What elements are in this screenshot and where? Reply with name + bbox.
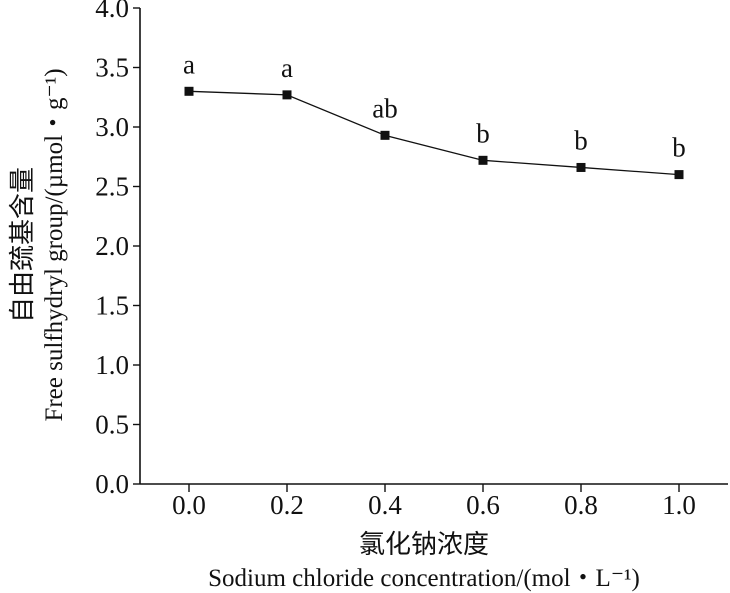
- y-tick-label: 1.0: [95, 350, 129, 380]
- y-tick-label: 4.0: [95, 0, 129, 23]
- x-axis-title-cn: 氯化钠浓度: [359, 530, 489, 560]
- chart-axes: 0.0 0.5 1.0 1.5 2.0 2.5 3.0 3.5 4.0 0.0 0.2 0.4 0.6 0…: [95, 0, 728, 520]
- x-tick-label: 0.6: [466, 490, 500, 520]
- x-tick-label: 0.0: [172, 490, 206, 520]
- y-axis-title-cn: 自由巯基含量: [8, 167, 38, 323]
- x-tick-label: 1.0: [662, 490, 696, 520]
- x-tick-label: 0.2: [270, 490, 304, 520]
- y-tick-label: 1.5: [95, 291, 129, 321]
- significance-label: a: [183, 49, 195, 79]
- data-point: [674, 170, 684, 180]
- data-point: [576, 162, 586, 172]
- plot-area: a a ab b b b: [183, 49, 686, 180]
- data-point: [380, 130, 390, 140]
- series-line: [188, 90, 680, 176]
- y-tick-label: 2.0: [95, 231, 129, 261]
- data-point: [184, 86, 194, 96]
- x-tick-label: 0.4: [368, 490, 402, 520]
- significance-label: ab: [372, 93, 397, 123]
- y-tick-label: 2.5: [95, 172, 129, 202]
- significance-label: b: [476, 118, 490, 148]
- y-axis-title-en: Free sulfhydryl group/(µmol・g⁻¹): [41, 68, 68, 421]
- y-tick-label: 0.5: [95, 410, 129, 440]
- significance-label: a: [281, 53, 293, 83]
- axis-titles: 氯化钠浓度 Sodium chloride concentration/(mol…: [8, 68, 640, 592]
- significance-label: b: [574, 125, 588, 155]
- y-tick-label: 0.0: [95, 469, 129, 499]
- y-tick-label: 3.0: [95, 112, 129, 142]
- data-point: [478, 155, 488, 165]
- data-point: [282, 90, 292, 100]
- y-tick-label: 3.5: [95, 53, 129, 83]
- x-tick-label: 0.8: [564, 490, 598, 520]
- x-axis-title-en: Sodium chloride concentration/(mol・L⁻¹): [208, 565, 640, 592]
- significance-label: b: [672, 133, 686, 163]
